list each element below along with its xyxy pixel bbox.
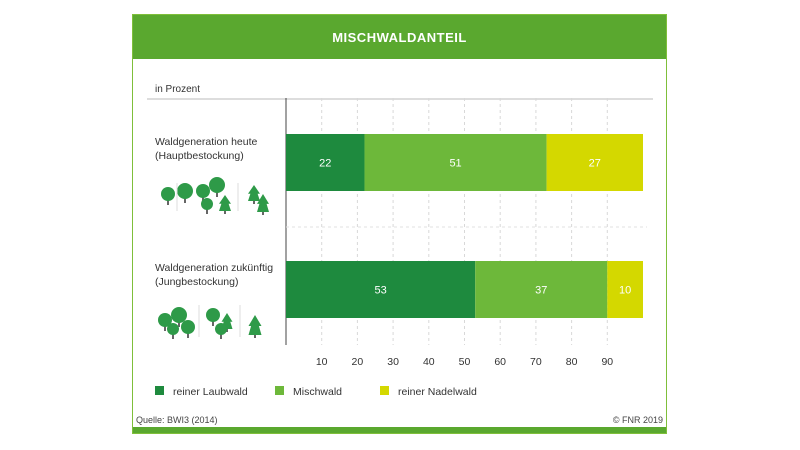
mischwald-conifer-icon-trunk [224,209,226,214]
bar-1-mischwald [364,134,547,191]
copyright-note: © FNR 2019 [613,415,663,425]
nadelwald-conifer-icon-trunk [253,199,255,204]
laubwald-tree-icon-trunk [187,332,189,338]
bar-1-reiner-nadelwald [546,134,643,191]
source-note: Quelle: BWI3 (2014) [136,415,218,425]
mischwald-tree-icon [209,177,225,193]
bar-1-reiner-laubwald [286,134,365,191]
x-tick-label-90: 90 [601,356,613,368]
mischwald-tree-icon-trunk [202,196,204,202]
bar-value-label-1-3: 27 [589,158,601,170]
x-tick-label-60: 60 [494,356,506,368]
x-tick-label-50: 50 [459,356,471,368]
mischwald-tree-icon [201,198,213,210]
footer-bar [133,427,666,433]
x-tick-label-70: 70 [530,356,542,368]
bar-2-reiner-nadelwald [607,261,643,318]
mischwald-tree-icon-trunk [206,208,208,214]
mischwald-conifer-icon-trunk [226,327,228,332]
category-label-2-line2: (Jungbestockung) [155,276,238,288]
legend-label-reiner-laubwald: reiner Laubwald [173,386,248,398]
bar-value-label-1-1: 22 [319,158,331,170]
legend-label-reiner-nadelwald: reiner Nadelwald [398,386,477,398]
nadelwald-conifer-icon-trunk [262,210,264,215]
mischwald-tree-icon-trunk [212,320,214,326]
bar-value-label-1-2: 51 [449,158,461,170]
mischwald-tree-icon-trunk [216,191,218,197]
legend-swatch-reiner-laubwald [155,386,164,395]
laubwald-tree-icon-trunk [172,333,174,339]
laubwald-tree-icon [158,313,172,327]
chart-title: MISCHWALDANTEIL [332,29,467,45]
laubwald-tree-icon-trunk [184,197,186,203]
legend-swatch-reiner-nadelwald [380,386,389,395]
bar-value-label-2-3: 10 [619,285,631,297]
x-tick-label-20: 20 [352,356,364,368]
category-label-1-line2: (Hauptbestockung) [155,150,244,162]
legend-label-mischwald: Mischwald [293,386,342,398]
unit-label: in Prozent [155,84,200,95]
laubwald-tree-icon [161,187,175,201]
laubwald-tree-icon-trunk [167,199,169,205]
bar-2-mischwald [475,261,608,318]
laubwald-tree-icon-trunk [178,321,180,327]
laubwald-tree-icon [171,307,187,323]
nadelwald-conifer-icon [248,315,262,335]
laubwald-tree-icon [177,183,193,199]
mischwald-tree-icon [206,308,220,322]
mischwald-tree-icon-trunk [220,333,222,339]
x-tick-label-80: 80 [566,356,578,368]
category-label-2-line1: Waldgeneration zukünftig [155,262,273,274]
nadelwald-conifer-icon [257,194,269,212]
bar-2-reiner-laubwald [286,261,476,318]
category-label-1-line1: Waldgeneration heute [155,136,258,148]
mischwald-tree-icon [215,323,227,335]
mischwald-conifer-icon [219,195,231,211]
chart-title-bar: MISCHWALDANTEIL [133,15,666,59]
nadelwald-conifer-icon-trunk [254,333,256,338]
x-tick-label-40: 40 [423,356,435,368]
laubwald-tree-icon [167,323,179,335]
laubwald-tree-icon-trunk [164,325,166,331]
nadelwald-conifer-icon [248,185,260,201]
x-tick-label-10: 10 [316,356,328,368]
bar-value-label-2-2: 37 [535,285,547,297]
mischwald-tree-icon [196,184,210,198]
x-tick-label-30: 30 [387,356,399,368]
bar-value-label-2-1: 53 [374,285,386,297]
chart-area: in Prozent 22 51 27 53 37 10 Waldgeneration heu… [136,84,663,425]
legend-swatch-mischwald [275,386,284,395]
chart-card: MISCHWALDANTEIL in Prozent 22 51 27 53 37 10 Wa… [132,14,667,434]
laubwald-tree-icon [181,320,195,334]
